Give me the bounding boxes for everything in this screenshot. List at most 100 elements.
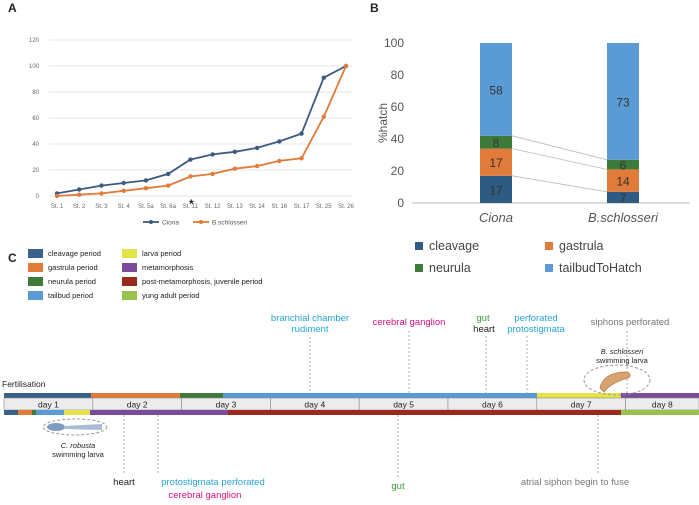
- top-event-label: gut: [476, 313, 490, 324]
- data-point: [165, 171, 171, 177]
- bottom-event-label: atrial siphon begin to fuse: [521, 477, 629, 488]
- top-event-label: cerebral ganglion: [373, 317, 446, 328]
- legend-label: B.schlosseri: [212, 220, 247, 227]
- legend-swatch: [122, 277, 137, 286]
- period-bar-bottom: [64, 410, 90, 415]
- period-legend: cleavage period gastrula period neurula pe…: [28, 249, 262, 300]
- period-bar-bottom: [36, 410, 64, 415]
- data-point: [188, 157, 193, 162]
- day-label: day 1: [38, 400, 59, 410]
- data-point: [143, 178, 149, 183]
- legend-label: Ciona: [162, 220, 179, 227]
- period-bar-top: [180, 393, 223, 398]
- legend-label: neurula period: [48, 277, 96, 286]
- y-tick-label: 0: [36, 194, 40, 200]
- data-point: [165, 183, 171, 188]
- x-tick-label: St. 6a: [160, 204, 176, 210]
- x-tick-label: St. 17: [294, 204, 310, 210]
- data-point: [232, 149, 238, 154]
- bar-value-label: 17: [489, 156, 503, 170]
- data-point: [321, 114, 326, 119]
- bar-value-label: 7: [620, 191, 627, 205]
- data-point: [277, 158, 282, 164]
- chart-b: 0 20 40 60 80 100 %hatch 17 17 8 58 Ciona 7 14 6 73 B.sc…: [376, 36, 690, 275]
- bar-segment-neurula: [607, 159, 639, 170]
- data-point: [54, 193, 60, 199]
- legend-marker: [149, 220, 153, 224]
- x-tick-label: St. 3: [95, 204, 108, 210]
- period-bar-bottom: [18, 410, 32, 415]
- data-point: [232, 166, 238, 171]
- day-label: day 4: [304, 400, 325, 410]
- panel-a-label: A: [8, 1, 17, 15]
- top-event-label-line2: rudiment: [292, 324, 329, 335]
- timeline: day 1 day 2 day 3 day 4 day 5 day 6 day 7 day 8…: [2, 313, 699, 501]
- legend-label: larva period: [142, 249, 181, 258]
- legend-swatch: [28, 263, 43, 272]
- data-point: [343, 63, 349, 69]
- top-event-label-line2: protostigmata: [507, 324, 565, 335]
- bottom-event-label: heart: [113, 477, 135, 488]
- x-tick-label: St. 5a: [138, 204, 154, 210]
- legend-swatch: [415, 264, 423, 272]
- top-event-label: branchial chamber: [271, 313, 349, 324]
- top-event-label: perforated: [514, 313, 557, 324]
- bar-segment-tailbudToHatch: [607, 43, 639, 160]
- data-point: [99, 183, 104, 188]
- bar-value-label: 58: [489, 83, 503, 97]
- significance-marker: *: [189, 197, 194, 211]
- x-tick-label: St. 14: [249, 204, 265, 210]
- legend-swatch: [415, 242, 423, 250]
- legend-swatch: [545, 264, 553, 272]
- legend-swatch: [545, 242, 553, 250]
- legend-label: gastrula period: [48, 263, 98, 272]
- x-tick-label: St. 4: [118, 204, 131, 210]
- data-point: [277, 139, 282, 144]
- data-point: [210, 171, 215, 177]
- b-schlosseri-larva-sub: swimming larva: [596, 356, 649, 365]
- data-point: [254, 163, 260, 169]
- legend-label: yung adult period: [142, 291, 200, 300]
- chart-a: 0 20 40 60 80 100 120 St. 1 St. 2 St. 3 St. 4 St. 5…: [29, 38, 355, 227]
- legend-swatch: [28, 277, 43, 286]
- period-bar-bottom: [621, 410, 699, 415]
- legend-swatch: [28, 291, 43, 300]
- connector-line: [511, 175, 608, 193]
- data-point: [121, 180, 126, 186]
- bar-segment-tailbudToHatch: [480, 43, 512, 136]
- c-robusta-larva-name: C. robusta: [61, 441, 96, 450]
- data-point: [299, 156, 304, 161]
- period-bar-top: [223, 393, 537, 398]
- y-tick-label: 40: [32, 142, 39, 148]
- legend-swatch: [28, 249, 43, 258]
- data-point: [188, 174, 193, 179]
- data-point: [99, 191, 104, 196]
- period-bar-bottom: [228, 410, 621, 415]
- legend-label: tailbudToHatch: [559, 261, 642, 275]
- bar-value-label: 14: [616, 175, 630, 189]
- day-label: day 2: [127, 400, 148, 410]
- x-tick-label: St. 12: [205, 204, 221, 210]
- bottom-event-label: gut: [391, 481, 405, 492]
- data-point: [210, 152, 215, 157]
- y-tick-label: 20: [391, 164, 405, 178]
- y-tick-label: 100: [384, 36, 404, 50]
- legend-swatch: [122, 249, 137, 258]
- bar-segment-cleavage: [607, 191, 639, 203]
- x-tick-label: St. 1: [51, 204, 64, 210]
- x-tick-label: St. 25: [316, 204, 332, 210]
- bar-segment-gastrula: [480, 148, 512, 176]
- day-label: day 5: [393, 400, 414, 410]
- panel-b-label: B: [370, 1, 379, 15]
- day-label: day 7: [571, 400, 592, 410]
- y-tick-label: 120: [29, 38, 40, 44]
- category-label: B.schlosseri: [588, 210, 659, 225]
- data-point: [121, 188, 126, 193]
- y-tick-label: 60: [391, 100, 405, 114]
- legend-swatch: [122, 291, 137, 300]
- period-bar-top: [4, 393, 91, 398]
- bar-value-label: 8: [493, 136, 500, 150]
- y-tick-label: 60: [32, 116, 39, 122]
- x-tick-label: St. 13: [227, 204, 243, 210]
- period-bar-top: [621, 393, 699, 398]
